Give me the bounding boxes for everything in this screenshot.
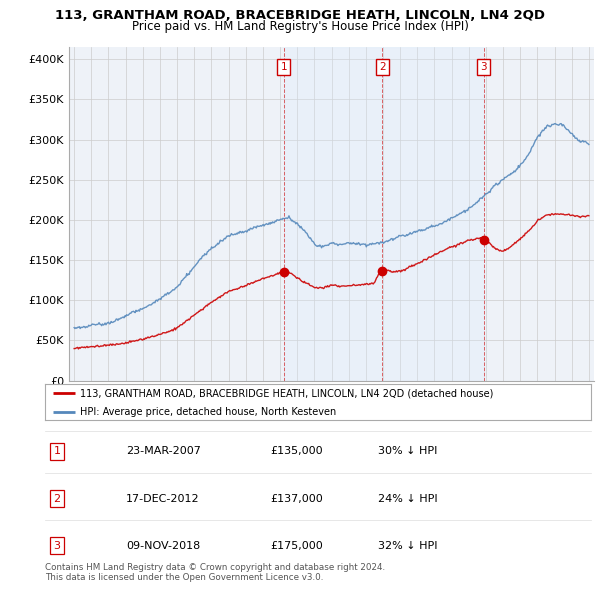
Text: This data is licensed under the Open Government Licence v3.0.: This data is licensed under the Open Gov… [45, 573, 323, 582]
Text: £137,000: £137,000 [270, 494, 323, 503]
Text: 32% ↓ HPI: 32% ↓ HPI [378, 541, 437, 550]
Text: 3: 3 [480, 63, 487, 73]
Text: Price paid vs. HM Land Registry's House Price Index (HPI): Price paid vs. HM Land Registry's House … [131, 20, 469, 33]
Text: 2: 2 [53, 494, 61, 503]
Text: 30% ↓ HPI: 30% ↓ HPI [378, 447, 437, 456]
Text: 3: 3 [53, 541, 61, 550]
Text: 09-NOV-2018: 09-NOV-2018 [126, 541, 200, 550]
Text: HPI: Average price, detached house, North Kesteven: HPI: Average price, detached house, Nort… [80, 407, 337, 417]
Text: Contains HM Land Registry data © Crown copyright and database right 2024.: Contains HM Land Registry data © Crown c… [45, 563, 385, 572]
Text: 113, GRANTHAM ROAD, BRACEBRIDGE HEATH, LINCOLN, LN4 2QD: 113, GRANTHAM ROAD, BRACEBRIDGE HEATH, L… [55, 9, 545, 22]
Text: 23-MAR-2007: 23-MAR-2007 [126, 447, 201, 456]
Text: 17-DEC-2012: 17-DEC-2012 [126, 494, 200, 503]
Text: 1: 1 [53, 447, 61, 456]
Text: £175,000: £175,000 [270, 541, 323, 550]
Text: 1: 1 [280, 63, 287, 73]
Text: 113, GRANTHAM ROAD, BRACEBRIDGE HEATH, LINCOLN, LN4 2QD (detached house): 113, GRANTHAM ROAD, BRACEBRIDGE HEATH, L… [80, 388, 494, 398]
Bar [284, 47, 484, 381]
Text: £135,000: £135,000 [270, 447, 323, 456]
Text: 2: 2 [379, 63, 386, 73]
Text: 24% ↓ HPI: 24% ↓ HPI [378, 494, 437, 503]
